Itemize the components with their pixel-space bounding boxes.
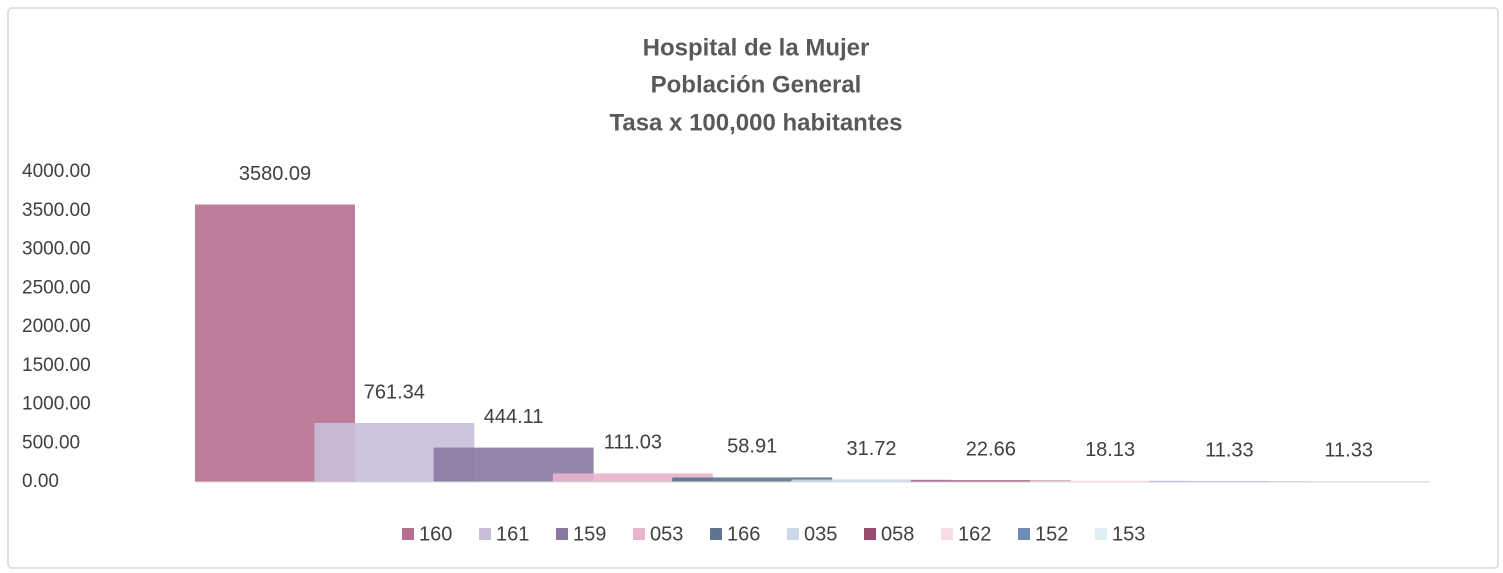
- legend-swatch: [864, 528, 876, 540]
- y-tick-label: 4000.00: [22, 161, 91, 182]
- bar: [791, 479, 952, 482]
- legend-label: 152: [1035, 523, 1068, 545]
- data-label: 444.11: [484, 406, 544, 428]
- legend-swatch: [941, 528, 953, 540]
- data-label: 111.03: [604, 432, 662, 454]
- data-label: 3580.09: [239, 163, 311, 185]
- data-label: 58.91: [727, 436, 777, 458]
- y-tick-label: 2000.00: [22, 316, 91, 337]
- chart-title: Tasa x 100,000 habitantes: [609, 109, 902, 136]
- legend-label: 160: [419, 523, 452, 545]
- legend-swatch: [1095, 528, 1107, 540]
- legend-label: 058: [881, 523, 914, 545]
- data-label: 11.33: [1205, 439, 1254, 461]
- legend-swatch: [479, 528, 491, 540]
- y-tick-label: 1000.00: [22, 394, 91, 415]
- y-tick-label: 3000.00: [22, 239, 91, 260]
- y-tick-label: 3500.00: [22, 200, 91, 221]
- data-label: 18.13: [1085, 439, 1135, 461]
- y-tick-label: 500.00: [22, 432, 80, 453]
- y-tick-label: 2500.00: [22, 277, 91, 298]
- data-label: 31.72: [846, 438, 896, 460]
- legend-label: 053: [650, 523, 683, 545]
- legend-label: 162: [958, 523, 991, 545]
- bar: [910, 480, 1071, 482]
- chart-title: Hospital de la Mujer: [643, 34, 870, 61]
- legend-label: 153: [1112, 523, 1145, 545]
- legend-swatch: [402, 528, 414, 540]
- bar: [1030, 480, 1191, 482]
- legend-swatch: [1018, 528, 1030, 540]
- data-label: 11.33: [1324, 439, 1373, 461]
- bar: [552, 473, 713, 482]
- legend-label: 159: [573, 523, 606, 545]
- y-tick-label: 0.00: [22, 471, 59, 492]
- legend-swatch: [787, 528, 799, 540]
- y-tick-label: 1500.00: [22, 355, 91, 376]
- legend-swatch: [710, 528, 722, 540]
- data-label: 22.66: [966, 439, 1016, 461]
- data-label: 761.34: [364, 381, 425, 403]
- legend-label: 166: [727, 523, 760, 545]
- legend-swatch: [556, 528, 568, 540]
- legend-swatch: [633, 528, 645, 540]
- legend-label: 035: [804, 523, 837, 545]
- bar: [672, 477, 833, 482]
- chart-title: Población General: [651, 71, 862, 98]
- legend-label: 161: [496, 523, 529, 545]
